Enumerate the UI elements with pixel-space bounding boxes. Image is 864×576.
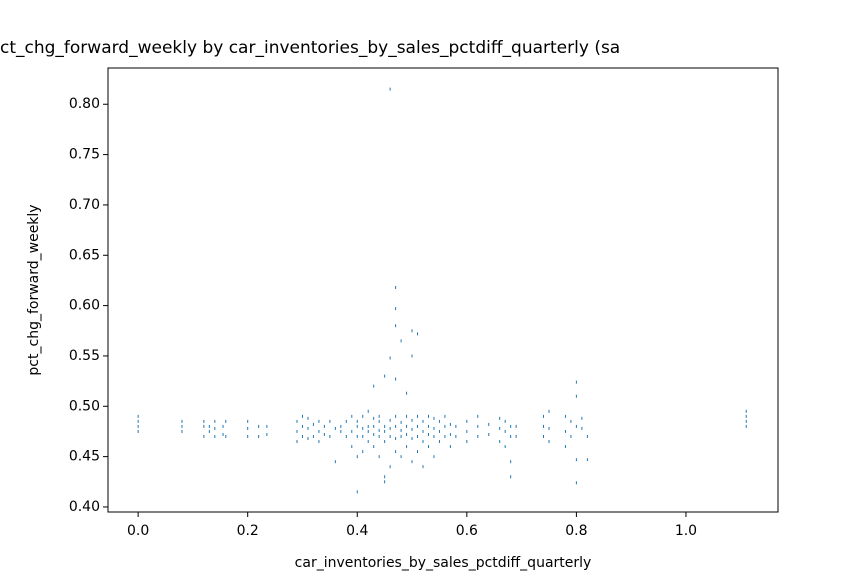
y-tick-label: 0.75	[69, 147, 100, 163]
chart-title: ct_chg_forward_weekly by car_inventories…	[0, 38, 620, 58]
x-tick-label: 0.8	[565, 523, 587, 539]
plot-frame	[107, 67, 779, 513]
y-tick-label: 0.65	[69, 247, 100, 263]
y-axis-label: pct_chg_forward_weekly	[26, 204, 42, 375]
x-tick-label: 0.2	[237, 523, 259, 539]
x-tick-label: 0.4	[346, 523, 368, 539]
y-tick-label: 0.55	[69, 348, 100, 364]
y-tick-label: 0.45	[69, 449, 100, 465]
y-tick-label: 0.70	[69, 197, 100, 213]
x-axis-label: car_inventories_by_sales_pctdiff_quarter…	[295, 555, 592, 571]
y-tick-label: 0.80	[69, 96, 100, 112]
x-tick-label: 0.0	[127, 523, 149, 539]
y-tick-label: 0.40	[69, 499, 100, 515]
y-tick-label: 0.50	[69, 398, 100, 414]
y-tick-label: 0.60	[69, 298, 100, 314]
x-tick-label: 0.6	[456, 523, 478, 539]
x-tick-label: 1.0	[675, 523, 697, 539]
